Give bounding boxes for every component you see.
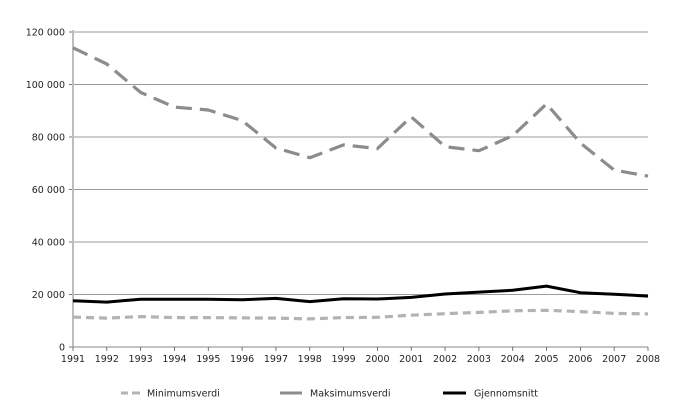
x-tick-label: 2003 xyxy=(467,354,491,365)
y-tick-label: 20 000 xyxy=(32,290,65,301)
x-tick-label: 2007 xyxy=(602,354,626,365)
y-tick-label: 0 xyxy=(59,343,65,354)
y-tick-label: 40 000 xyxy=(32,238,65,249)
x-tick-label: 1994 xyxy=(162,354,186,365)
x-tick-label: 2002 xyxy=(433,354,457,365)
x-tick-label: 2004 xyxy=(501,354,525,365)
series-minimum-line xyxy=(72,308,649,321)
y-tick-label: 100 000 xyxy=(26,80,65,91)
legend-label-minimum: Minimumsverdi xyxy=(147,389,220,400)
y-axis: 0 20 000 40 000 60 000 80 000 100 000 120 000 xyxy=(26,28,74,354)
legend-item-minimum: Minimumsverdi xyxy=(121,389,220,400)
y-tick-label: 120 000 xyxy=(26,28,65,39)
x-tick-label: 2005 xyxy=(534,354,558,365)
legend: Minimumsverdi Maksimumsverdi Gjennomsnit… xyxy=(121,389,538,400)
x-tick-label: 2008 xyxy=(636,354,660,365)
x-tick-label: 1991 xyxy=(61,354,85,365)
y-tick-label: 60 000 xyxy=(32,185,65,196)
x-tick-label: 1992 xyxy=(95,354,119,365)
x-tick-label: 1993 xyxy=(129,354,153,365)
x-tick-label: 2000 xyxy=(365,354,389,365)
y-tick-label: 80 000 xyxy=(32,133,65,144)
x-tick-label: 1997 xyxy=(264,354,288,365)
series-layer xyxy=(72,46,649,321)
x-tick-label: 1999 xyxy=(331,354,355,365)
x-tick-label: 1998 xyxy=(298,354,322,365)
x-tick-label: 1995 xyxy=(196,354,220,365)
legend-item-maximum: Maksimumsverdi xyxy=(280,389,390,400)
x-tick-label: 1996 xyxy=(230,354,254,365)
legend-label-maximum: Maksimumsverdi xyxy=(310,389,390,400)
x-axis: 1991 1992 1993 1994 1995 1996 1997 1998 1999 2000… xyxy=(61,346,660,365)
gridlines xyxy=(73,31,648,295)
x-tick-label: 2006 xyxy=(568,354,592,365)
series-maximum-line xyxy=(72,46,649,178)
series-average-line xyxy=(72,284,649,304)
legend-label-average: Gjennomsnitt xyxy=(474,389,538,400)
legend-item-average: Gjennomsnitt xyxy=(443,389,538,400)
x-tick-label: 2001 xyxy=(399,354,423,365)
